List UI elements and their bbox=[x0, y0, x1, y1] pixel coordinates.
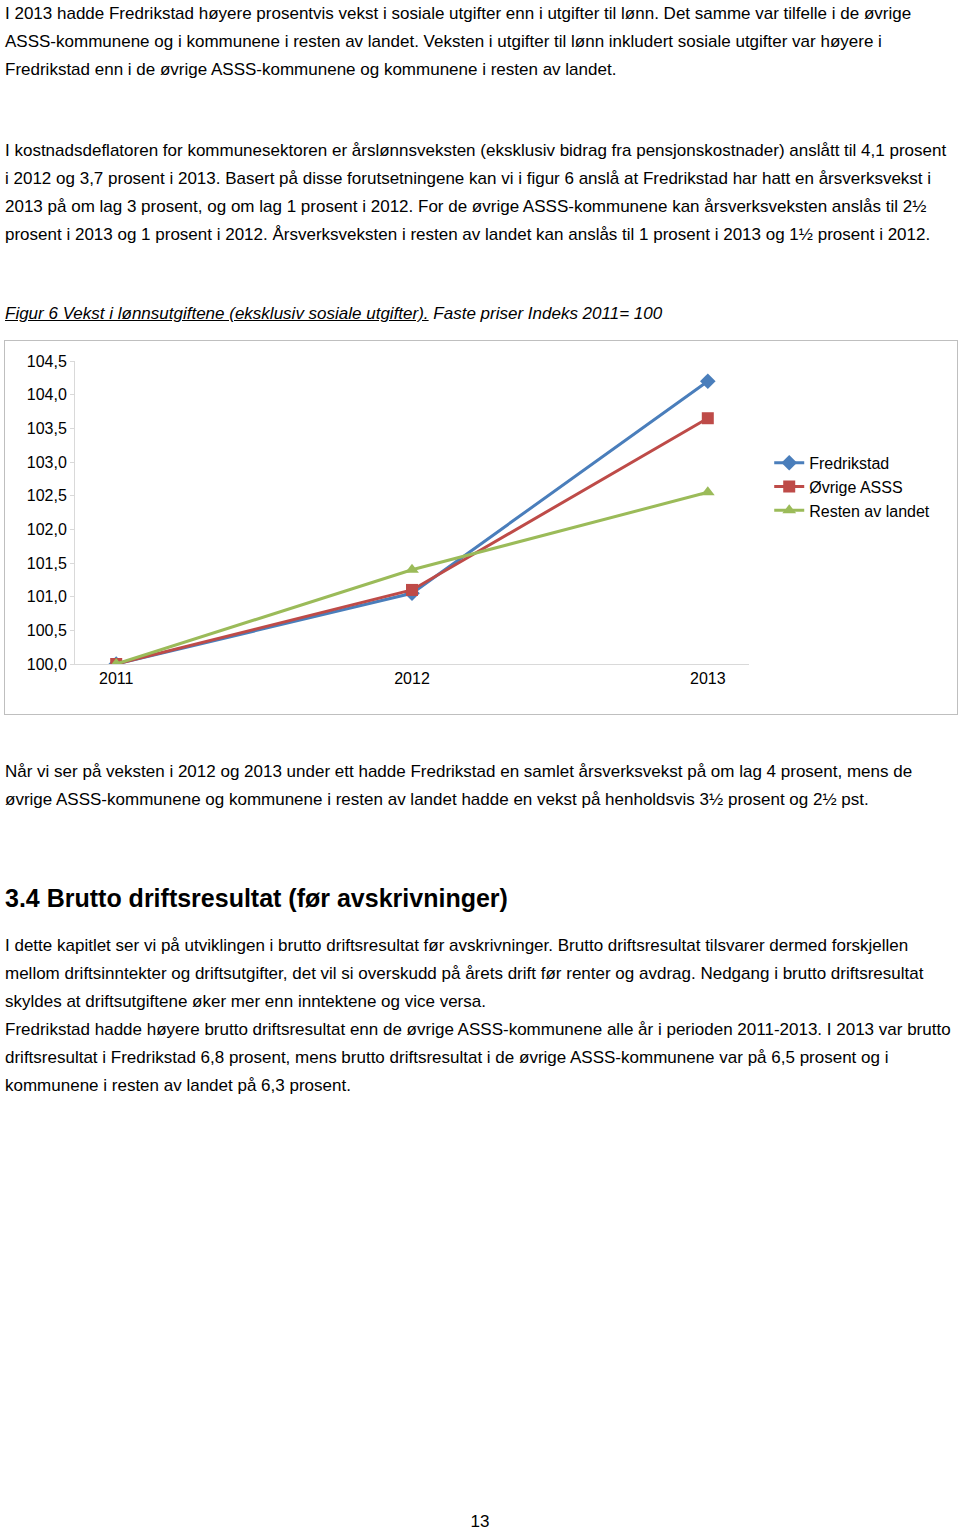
svg-text:104,5: 104,5 bbox=[27, 353, 67, 370]
html-text:Fredrikstad hadde høyere brutt: Fredrikstad hadde høyere brutto driftsre… bbox=[5, 1020, 951, 1095]
svg-text:2013: 2013 bbox=[690, 670, 726, 687]
svg-text:104,0: 104,0 bbox=[27, 386, 67, 403]
svg-text:Øvrige ASSS: Øvrige ASSS bbox=[809, 479, 902, 496]
svg-text:100,0: 100,0 bbox=[27, 656, 67, 673]
svg-text:103,5: 103,5 bbox=[27, 420, 67, 437]
html-text:Når vi ser på veksten i 2012 o: Når vi ser på veksten i 2012 og 2013 und… bbox=[5, 762, 913, 809]
svg-text:2012: 2012 bbox=[394, 670, 430, 687]
svg-text:2011: 2011 bbox=[99, 670, 134, 687]
html-text:13: 13 bbox=[470, 1512, 490, 1531]
svg-text:100,5: 100,5 bbox=[27, 622, 67, 639]
svg-text:101,5: 101,5 bbox=[27, 555, 67, 572]
svg-text:103,0: 103,0 bbox=[27, 454, 67, 471]
html-text:3.4 Brutto driftsresultat (før: 3.4 Brutto driftsresultat (før avskrivni… bbox=[5, 884, 508, 912]
svg-text:102,0: 102,0 bbox=[27, 521, 67, 538]
svg-text:Resten av landet: Resten av landet bbox=[809, 503, 930, 520]
html-text:I kostnadsdeflatoren for kommu: I kostnadsdeflatoren for kommunesektoren… bbox=[5, 141, 947, 244]
svg-text:101,0: 101,0 bbox=[27, 588, 67, 605]
html-text:Figur 6 Vekst i lønnsutgiftene: Figur 6 Vekst i lønnsutgiftene (eksklusi… bbox=[5, 304, 663, 323]
svg-text:Fredrikstad: Fredrikstad bbox=[809, 455, 889, 472]
html-text:I 2013 hadde Fredrikstad høyer: I 2013 hadde Fredrikstad høyere prosentv… bbox=[5, 4, 912, 79]
svg-text:102,5: 102,5 bbox=[27, 487, 67, 504]
html-text:I dette kapitlet ser vi på utv: I dette kapitlet ser vi på utviklingen i… bbox=[5, 936, 924, 1011]
